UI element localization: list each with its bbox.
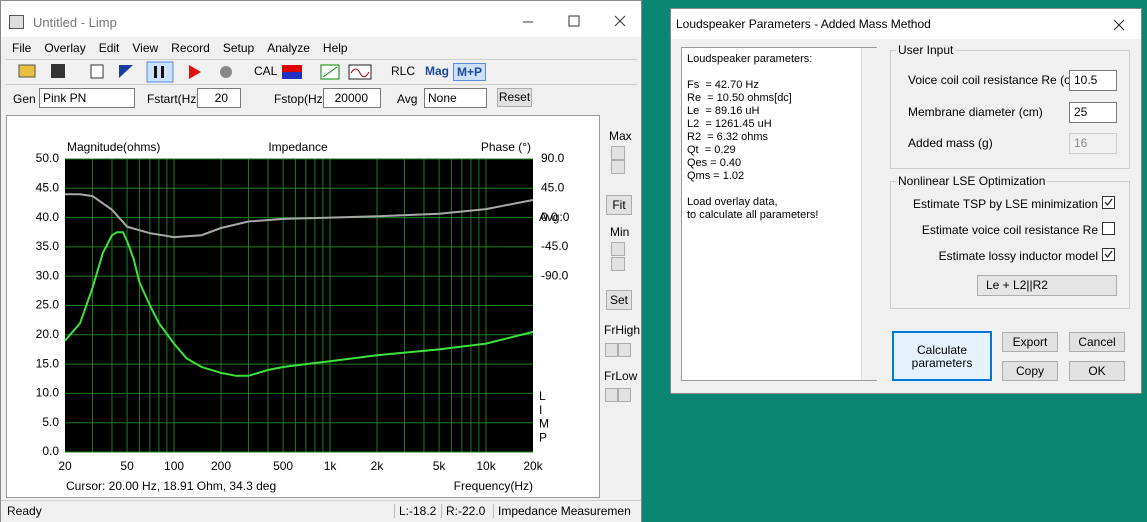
report-line: Load overlay data, [687, 196, 778, 208]
app-icon [9, 15, 24, 29]
checkbox[interactable] [1102, 248, 1115, 261]
toolbar [5, 59, 637, 85]
arrow-button[interactable] [605, 343, 618, 357]
menu-bar: File Overlay Edit View Record Setup Analyze Hel… [12, 41, 348, 55]
window-controls[interactable] [501, 7, 641, 33]
button-export[interactable]: Export [1002, 332, 1058, 352]
status-field: Impedance Measuremen [493, 504, 631, 518]
arrow-button[interactable] [618, 343, 631, 357]
spin-button[interactable] [611, 242, 625, 256]
side-max: Max [609, 129, 632, 143]
fstop-input[interactable]: 20000 [323, 88, 381, 108]
field-input[interactable]: 25 [1069, 101, 1117, 123]
scrollbar[interactable] [861, 48, 877, 380]
report-line: L2 = 1261.45 uH [687, 118, 772, 130]
report-line: Qes = 0.40 [687, 157, 742, 169]
check-path [1104, 198, 1113, 207]
field-label: Membrane diameter (cm) [908, 104, 1043, 119]
checkbox[interactable] [1102, 196, 1115, 209]
field-label: Added mass (g) [908, 136, 993, 150]
field-input: 16 [1069, 133, 1117, 154]
check-mark [1104, 198, 1113, 207]
report-line: to calculate all parameters! [687, 209, 819, 221]
menu-item[interactable]: Edit [98, 41, 120, 55]
option-label: Estimate lossy inductor model [938, 249, 1098, 263]
status-field: R:-22.0 [441, 504, 485, 518]
dialog-window: Loudspeaker Parameters - Added Mass Meth… [670, 8, 1142, 394]
menu-item[interactable]: Setup [222, 41, 255, 55]
toolbar-button[interactable]: M+P [453, 63, 487, 81]
check-path [1104, 250, 1113, 259]
dialog-title: Loudspeaker Parameters - Added Mass Meth… [676, 17, 931, 31]
status-field: Ready [7, 504, 42, 518]
report-text: Loudspeaker parameters: Fs = 42.70 Hz Re =… [681, 47, 877, 381]
toolbar-button[interactable]: CAL [254, 64, 278, 78]
arrow-button[interactable] [605, 388, 618, 402]
model-combo[interactable]: Le + L2||R2 [977, 275, 1117, 296]
fstop-label: Fstop(Hz) [274, 92, 327, 106]
group-title: User Input [896, 43, 956, 57]
reset-button[interactable]: Reset [497, 88, 532, 107]
report-paragraph: Fs = 42.70 Hz Re = 10.50 ohms[dc] Le = 89.… [687, 79, 871, 183]
button-cancel[interactable]: Cancel [1069, 332, 1125, 352]
toolbar-icons-2[interactable] [281, 63, 381, 81]
limp-window: Untitled - Limp File Overlay Edit View Recor… [0, 0, 642, 522]
spin-button[interactable] [611, 160, 625, 174]
status-field: L:-18.2 [394, 504, 436, 518]
fstart-label: Fstart(Hz) [147, 92, 201, 106]
fstart-input[interactable]: 20 [197, 88, 241, 108]
status-bar [1, 500, 641, 522]
menu-item[interactable]: Record [171, 41, 210, 55]
side-set[interactable]: Set [606, 290, 632, 310]
spin-button[interactable] [611, 257, 625, 271]
title-bar [1, 1, 641, 37]
toolbar-button[interactable]: RLC [391, 64, 416, 78]
avg-combo[interactable]: None [424, 88, 487, 108]
button-ok[interactable]: OK [1069, 361, 1125, 381]
option-label: Estimate voice coil resistance Re [921, 223, 1098, 237]
report-line: Qt = 0.29 [687, 144, 736, 156]
option-label: Estimate TSP by LSE minimization [913, 197, 1098, 211]
side-fit[interactable]: Fit [606, 195, 632, 215]
graph-panel [6, 115, 600, 498]
report-line: R2 = 6.32 ohms [687, 131, 769, 143]
spin-button[interactable] [611, 146, 625, 160]
report-line: Fs = 42.70 Hz [687, 79, 759, 91]
report-line: Le = 89.16 uH [687, 105, 760, 117]
dialog-title-bar [671, 9, 1141, 39]
gen-label: Gen [13, 92, 36, 106]
report-line: Qms = 1.02 [687, 170, 745, 182]
menu-item[interactable]: View [132, 41, 159, 55]
toolbar-button[interactable]: Mag [425, 64, 449, 78]
check-mark [1104, 250, 1113, 259]
side-min: Min [610, 225, 630, 239]
field-input[interactable]: 10.5 [1069, 70, 1117, 91]
group-box [890, 50, 1130, 169]
menu-item[interactable]: File [12, 41, 32, 55]
side-frlow: FrLow [604, 369, 638, 383]
button-copy[interactable]: Copy [1002, 361, 1058, 381]
group-title: Nonlinear LSE Optimization [896, 174, 1048, 188]
report-paragraph: Load overlay data, to calculate all param… [687, 196, 871, 222]
close-button[interactable] [1111, 17, 1127, 33]
menu-item[interactable]: Analyze [267, 41, 310, 55]
avg-label: Avg [397, 92, 418, 106]
arrow-button[interactable] [618, 388, 631, 402]
side-frhigh: FrHigh [604, 323, 641, 337]
toolbar-icons[interactable] [15, 61, 255, 83]
checkbox[interactable] [1102, 222, 1115, 235]
report-line: Loudspeaker parameters: [687, 53, 813, 65]
button-calculate[interactable]: Calculate parameters [892, 331, 992, 381]
window-title: Untitled - Limp [33, 15, 117, 30]
field-label: Voice coil coil resistance Re (ohms) [908, 73, 1098, 87]
menu-item[interactable]: Help [322, 41, 348, 55]
gen-combo[interactable]: Pink PN [39, 88, 135, 108]
report-line: Re = 10.50 ohms[dc] [687, 92, 792, 104]
menu-item[interactable]: Overlay [44, 41, 86, 55]
report-paragraph: Loudspeaker parameters: [687, 53, 871, 66]
